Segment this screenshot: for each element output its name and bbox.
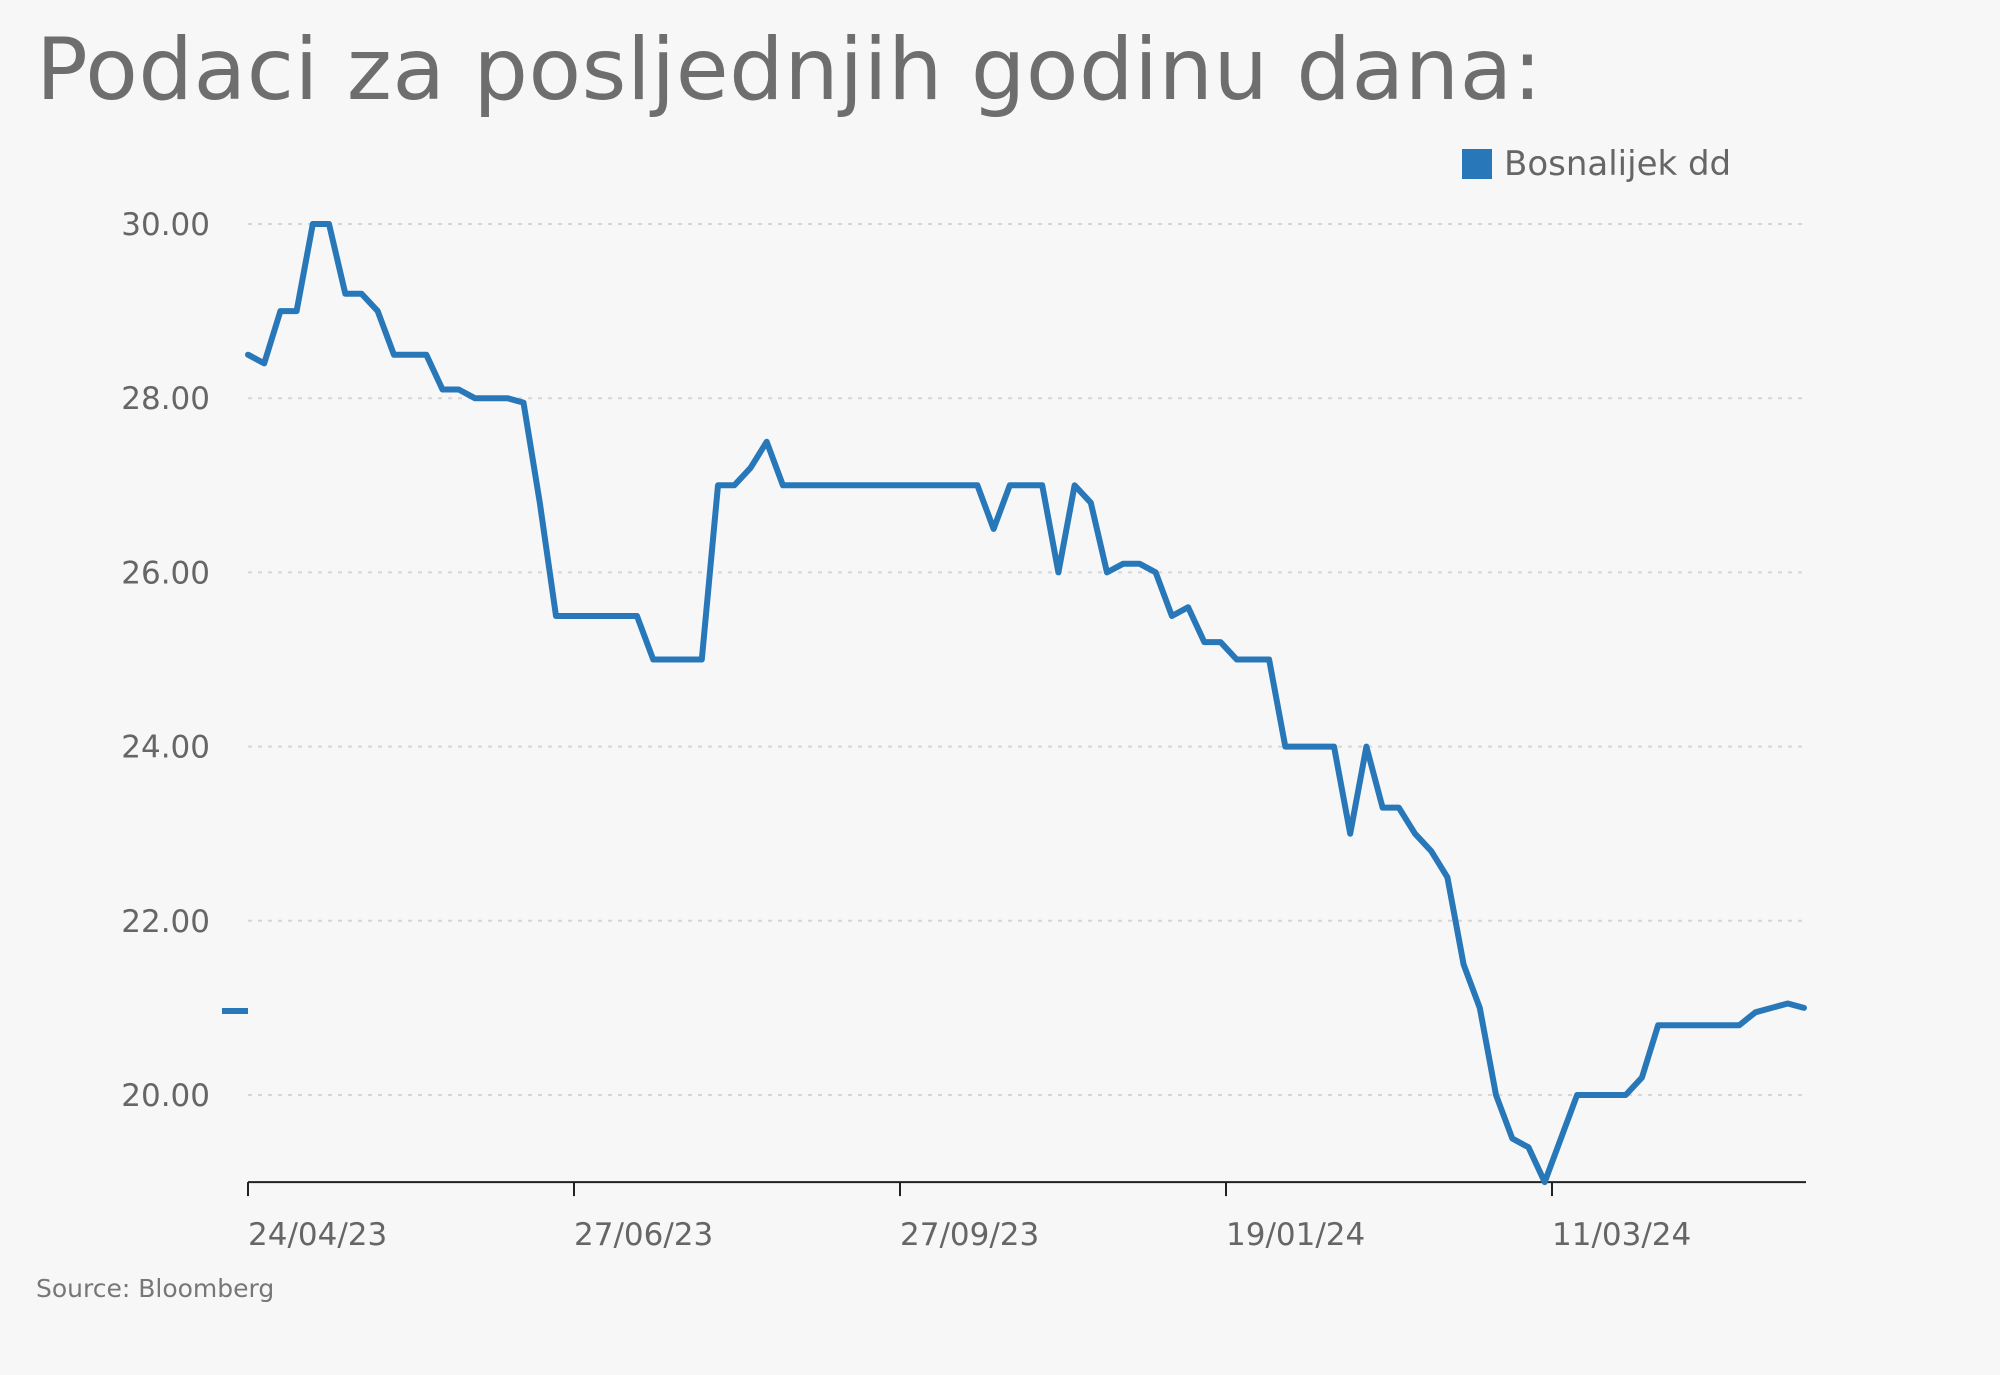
y-tick-label: 26.00 <box>121 555 210 591</box>
grid-lines <box>248 223 1806 1096</box>
y-axis-tick-labels: 30.00 28.00 26.00 24.00 22.00 20.00 <box>121 207 248 1114</box>
source-note: Source: Bloomberg <box>36 1274 275 1303</box>
legend: Bosnalijek dd <box>1462 144 1731 184</box>
series-layer <box>245 221 1807 1186</box>
x-tick-label: 27/09/23 <box>900 1217 1039 1253</box>
y-tick-label: 20.00 <box>121 1078 210 1114</box>
y-tick-label: 28.00 <box>121 381 210 417</box>
x-axis-tick-labels: 24/04/23 27/06/23 27/09/23 19/01/24 11/03/24 <box>248 1217 1691 1253</box>
legend-swatch <box>1462 149 1492 179</box>
legend-label: Bosnalijek dd <box>1504 144 1732 184</box>
x-axis <box>247 1181 1806 1197</box>
x-tick-label: 11/03/24 <box>1552 1217 1691 1253</box>
chart-title: Podaci za posljednjih godinu dana: <box>36 20 1543 120</box>
y-tick-label: 30.00 <box>121 207 210 243</box>
x-tick-label: 19/01/24 <box>1226 1217 1365 1253</box>
y-tick-label: 24.00 <box>121 730 210 766</box>
x-tick-label: 27/06/23 <box>574 1217 713 1253</box>
series-line-bosnalijek <box>245 221 1807 1186</box>
y-tick-label: 22.00 <box>121 904 210 940</box>
x-tick-label: 24/04/23 <box>248 1217 387 1253</box>
